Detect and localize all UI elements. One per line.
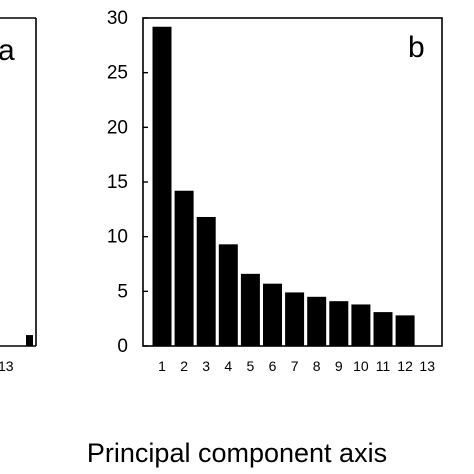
x-tick-label-4: 4 xyxy=(224,358,232,374)
bar-11 xyxy=(373,312,393,346)
x-tick-label-2: 2 xyxy=(180,358,188,374)
x-tick-label-10: 10 xyxy=(353,358,369,374)
y-tick-label-0: 0 xyxy=(117,336,128,357)
bar-2 xyxy=(174,190,194,346)
y-tick-label-20: 20 xyxy=(107,117,128,138)
x-tick-label-11: 11 xyxy=(376,358,391,374)
bar-1 xyxy=(152,26,172,346)
bar-3 xyxy=(196,216,216,346)
x-tick-label-1: 1 xyxy=(158,358,166,374)
bar-8 xyxy=(307,296,327,346)
bar-7 xyxy=(285,292,305,346)
y-tick-label-30: 30 xyxy=(107,8,128,29)
x-axis-label: Principal component axis xyxy=(87,438,387,468)
panel-b-x-axis: 1 2 3 4 5 6 7 8 9 10 11 12 13 xyxy=(158,358,435,374)
bar-6 xyxy=(263,283,282,346)
y-tick-label-25: 25 xyxy=(107,63,128,84)
x-tick-label-9: 9 xyxy=(335,358,343,374)
y-tick-label-5: 5 xyxy=(117,281,128,302)
panel-a-bar-13 xyxy=(26,335,33,346)
x-tick-label-5: 5 xyxy=(247,358,255,374)
x-tick-label-3: 3 xyxy=(202,358,210,374)
x-tick-label-8: 8 xyxy=(313,358,321,374)
panel-b-y-axis: 0 5 10 15 20 25 30 xyxy=(107,8,148,357)
x-tick-label-12: 12 xyxy=(397,358,413,374)
panel-b-letter: b xyxy=(408,31,425,64)
bar-5 xyxy=(240,273,260,346)
bar-12 xyxy=(395,315,415,346)
panel-a: a 13 xyxy=(0,17,37,374)
bar-4 xyxy=(218,244,238,346)
x-tick-label-13: 13 xyxy=(419,358,435,374)
panel-a-letter: a xyxy=(0,34,15,67)
bar-9 xyxy=(329,301,349,346)
bar-10 xyxy=(351,304,371,346)
x-tick-label-7: 7 xyxy=(291,358,299,374)
panel-a-x-tick-label-13: 13 xyxy=(0,358,14,374)
y-tick-label-10: 10 xyxy=(107,227,128,248)
panel-b-bars xyxy=(152,26,415,346)
x-tick-label-6: 6 xyxy=(269,358,277,374)
y-tick-label-15: 15 xyxy=(107,172,128,193)
